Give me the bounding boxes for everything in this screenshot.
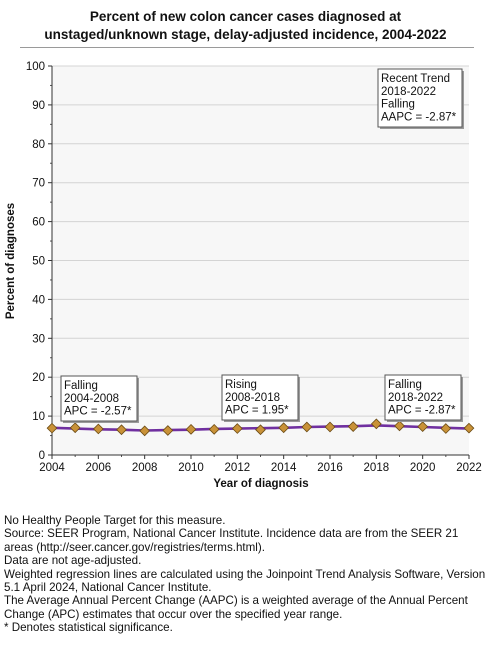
- y-axis-label: Percent of diagnoses: [5, 203, 17, 319]
- y-tick-label: 50: [32, 256, 45, 268]
- y-tick-label: 70: [32, 178, 45, 190]
- data-point-marker: [231, 423, 243, 434]
- y-tick-label: 0: [39, 450, 45, 462]
- data-point-marker: [208, 423, 220, 435]
- annotation-text: 2004-2008: [64, 393, 119, 405]
- footnote-source: Source: SEER Program, National Cancer In…: [4, 527, 459, 554]
- annotation-box: [221, 374, 299, 421]
- data-point-marker: [347, 421, 359, 432]
- y-tick-label: 80: [32, 139, 45, 151]
- data-point-marker: [278, 422, 290, 434]
- footnote-target: No Healthy People Target for this measur…: [4, 514, 226, 527]
- y-tick-label: 30: [32, 333, 45, 345]
- x-tick-label: 2020: [410, 462, 436, 474]
- data-point-marker: [255, 424, 266, 436]
- annotation-text: APC = -2.87*: [388, 405, 456, 417]
- axes: 0 10 20 30 40 50 60 70 80 90 100 2004 2006 2008 2010 20…: [26, 61, 482, 474]
- data-point-marker: [162, 425, 174, 436]
- line-chart: 0 10 20 30 40 50 60 70 80 90 100 2004 2006 2008 2010 20…: [5, 61, 482, 490]
- footnote-aapc: The Average Annual Percent Change (AAPC)…: [4, 594, 468, 621]
- x-tick-label: 2004: [39, 462, 65, 474]
- data-point-marker: [463, 422, 475, 434]
- annotation-text: Falling: [388, 379, 422, 391]
- annotation-text: 2018-2022: [388, 392, 443, 404]
- data-point-marker: [46, 422, 58, 434]
- data-point-marker: [92, 423, 104, 435]
- x-tick-label: 2012: [225, 462, 251, 474]
- annotation-text: APC = 1.95*: [225, 405, 289, 417]
- annotation-text: Rising: [225, 379, 257, 391]
- data-point-marker: [69, 422, 81, 434]
- data-point-marker: [370, 418, 382, 430]
- x-tick-label: 2018: [364, 462, 390, 474]
- annotation-text: APC = -2.57*: [64, 406, 132, 418]
- data-point-marker: [417, 421, 429, 432]
- data-point-marker: [324, 421, 336, 433]
- chart-title: Percent of new colon cancer cases diagno…: [0, 8, 491, 44]
- chart-title-line-2: unstaged/unknown stage, delay-adjusted i…: [44, 27, 447, 42]
- annotation-text: Recent Trend: [381, 73, 450, 85]
- footnotes: No Healthy People Target for this measur…: [4, 514, 488, 635]
- footnote-age-adjust: Data are not age-adjusted.: [4, 554, 142, 568]
- y-tick-label: 40: [32, 294, 45, 306]
- data-point-marker: [116, 424, 127, 436]
- data-point-marker: [139, 425, 151, 437]
- data-point-marker: [440, 423, 452, 434]
- y-tick-label: 20: [32, 372, 45, 384]
- y-tick-label: 90: [32, 100, 45, 112]
- chart-title-line-1: Percent of new colon cancer cases diagno…: [89, 9, 402, 24]
- data-point-marker: [301, 421, 313, 433]
- annotation-box: [60, 375, 138, 422]
- title-divider: [20, 47, 474, 48]
- x-axis-label: Year of diagnosis: [213, 478, 308, 490]
- x-tick-label: 2008: [132, 462, 158, 474]
- x-tick-label: 2016: [317, 462, 343, 474]
- annotation-text: 2008-2018: [225, 392, 280, 404]
- y-tick-label: 10: [32, 411, 45, 423]
- x-tick-label: 2014: [271, 462, 297, 474]
- footnote-regression: Weighted regression lines are calculated…: [4, 567, 486, 595]
- data-series: [46, 418, 475, 437]
- x-tick-label: 2010: [178, 462, 204, 474]
- x-tick-label: 2022: [456, 462, 482, 474]
- y-tick-label: 100: [26, 61, 45, 73]
- annotation-text: AAPC = -2.87*: [381, 111, 457, 123]
- annotation-text: 2018-2022: [381, 86, 436, 98]
- x-tick-label: 2006: [86, 462, 112, 474]
- data-point-marker: [394, 420, 405, 432]
- annotation-text: Falling: [64, 380, 98, 392]
- annotation-box: [384, 374, 462, 421]
- gridlines: [52, 65, 469, 417]
- annotation-box: [377, 68, 463, 128]
- footnote-significance: * Denotes statistical significance.: [4, 621, 173, 635]
- y-tick-label: 60: [32, 217, 45, 229]
- annotation-text: Falling: [381, 99, 415, 111]
- data-point-marker: [185, 423, 197, 435]
